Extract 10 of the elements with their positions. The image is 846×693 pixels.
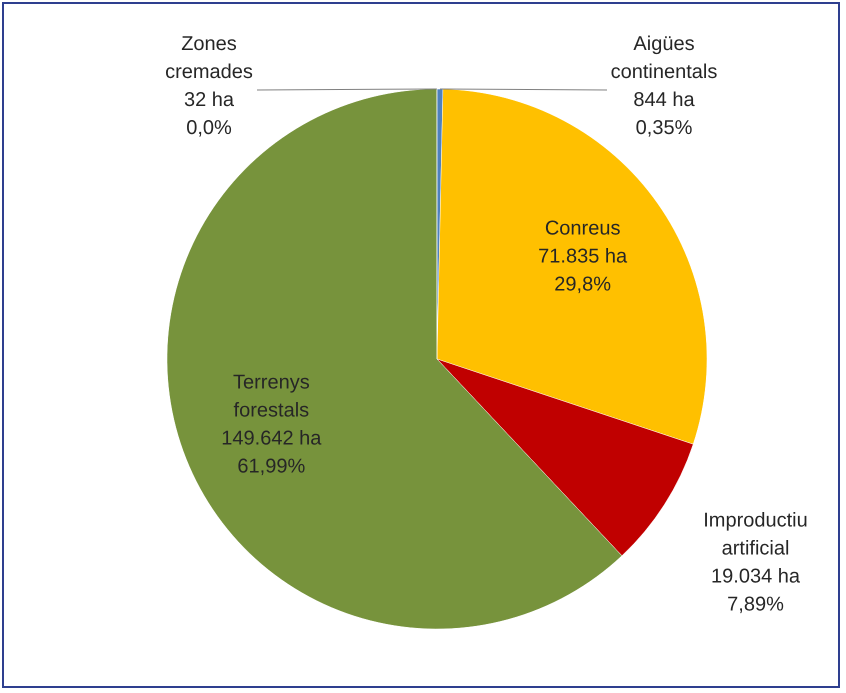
data-label: 149.642 ha 61,99% xyxy=(221,428,322,478)
slice-label: Improductiu artificial xyxy=(703,510,808,560)
slice-label: Aigües continentals xyxy=(610,33,718,83)
data-label: 19.034 ha 7,89% xyxy=(711,566,801,616)
slice-label: Terrenys forestals xyxy=(233,372,310,422)
data-label: 71.835 ha 29,8% xyxy=(538,245,628,296)
data-label: 844 ha 0,35% xyxy=(633,89,696,139)
slice-label: Zones cremades xyxy=(165,33,253,83)
data-label: 32 ha 0,0% xyxy=(184,89,235,139)
slice-label: Conreus xyxy=(544,217,620,240)
